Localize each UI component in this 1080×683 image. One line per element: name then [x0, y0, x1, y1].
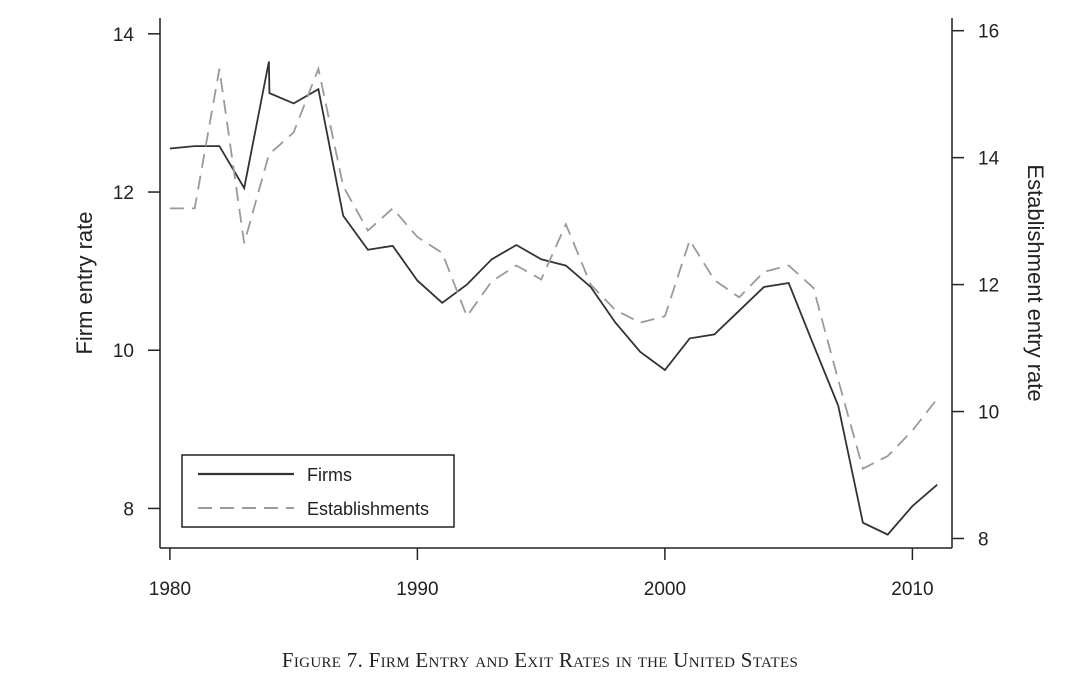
y-axis-title-left: Firm entry rate: [72, 211, 97, 354]
axes: 8 10 12 14 8 10 12 14 16 1980 1990 2000 2010: [113, 18, 1000, 600]
x-tick-label: 1990: [396, 579, 438, 600]
legend-box: [181, 454, 455, 528]
x-tick-label: 2000: [644, 579, 686, 600]
y-tick-label-left: 8: [123, 499, 134, 520]
series-line-firms: [169, 61, 938, 536]
y-tick-label-left: 14: [113, 25, 135, 46]
series-line-establishments: [169, 65, 938, 471]
legend-label-firms: Firms: [307, 465, 352, 485]
x-tick-label: 1980: [149, 579, 191, 600]
legend: Firms Establishments: [181, 454, 455, 528]
y-tick-label-left: 12: [113, 183, 134, 204]
y-tick-label-right: 8: [978, 529, 989, 550]
chart: 8 10 12 14 8 10 12 14 16 1980 1990 2000 2010 Firms E…: [72, 18, 1048, 600]
y-axis-title-right: Establishment entry rate: [1023, 164, 1048, 401]
x-tick-label: 2010: [891, 579, 933, 600]
y-tick-label-right: 14: [978, 149, 1000, 170]
y-tick-label-right: 12: [978, 276, 999, 297]
plot-lines: [169, 61, 938, 536]
y-tick-label-right: 16: [978, 22, 999, 43]
legend-label-establishments: Establishments: [307, 499, 429, 519]
y-tick-label-right: 10: [978, 403, 999, 424]
figure-caption: Figure 7. Firm Entry and Exit Rates in t…: [281, 648, 799, 672]
y-tick-label-left: 10: [113, 341, 134, 362]
